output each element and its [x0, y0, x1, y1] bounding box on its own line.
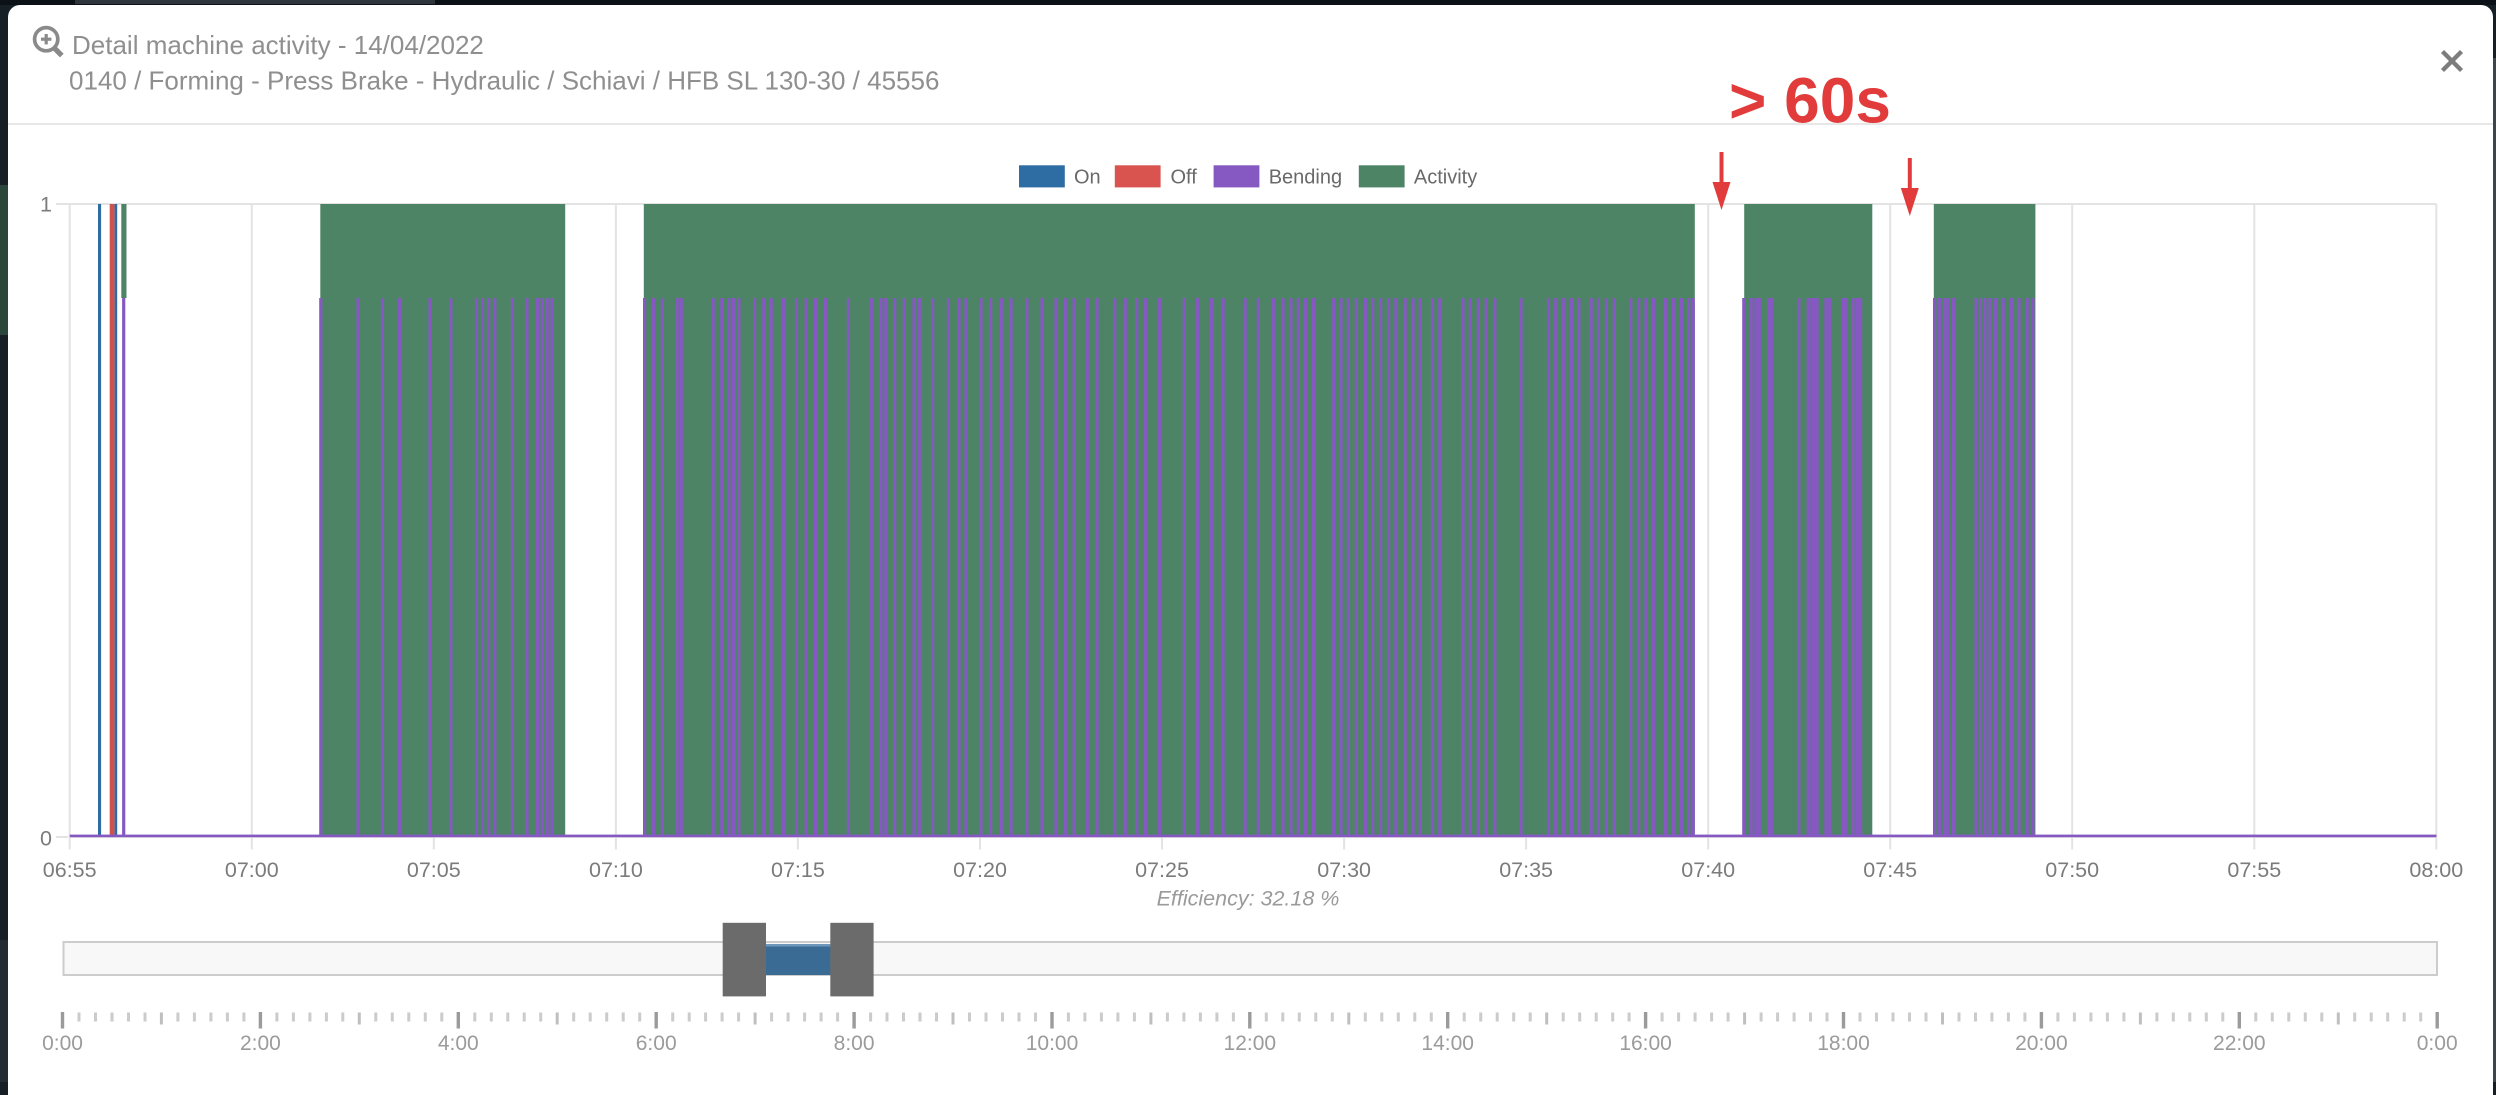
- svg-text:06:55: 06:55: [43, 858, 97, 882]
- svg-text:07:00: 07:00: [225, 858, 279, 882]
- svg-text:07:20: 07:20: [953, 858, 1007, 882]
- svg-text:07:55: 07:55: [2227, 858, 2281, 882]
- svg-text:22:00: 22:00: [2213, 1032, 2266, 1055]
- svg-text:6:00: 6:00: [636, 1032, 677, 1055]
- svg-text:18:00: 18:00: [1817, 1032, 1870, 1055]
- svg-text:07:05: 07:05: [407, 858, 461, 882]
- svg-text:1: 1: [40, 192, 52, 216]
- svg-text:0: 0: [40, 827, 52, 851]
- svg-text:07:50: 07:50: [2045, 858, 2099, 882]
- svg-text:07:45: 07:45: [1863, 858, 1917, 882]
- svg-text:07:35: 07:35: [1499, 858, 1553, 882]
- svg-text:Detail machine activity - 14/0: Detail machine activity - 14/04/2022: [72, 30, 484, 60]
- svg-text:08:00: 08:00: [2409, 858, 2463, 882]
- svg-text:10:00: 10:00: [1026, 1032, 1079, 1055]
- svg-text:8:00: 8:00: [834, 1032, 875, 1055]
- svg-text:> 60s: > 60s: [1729, 65, 1891, 137]
- svg-text:14:00: 14:00: [1421, 1032, 1474, 1055]
- svg-text:Efficiency: 32.18 %: Efficiency: 32.18 %: [1157, 887, 1340, 911]
- svg-text:07:10: 07:10: [589, 858, 643, 882]
- svg-text:Bending: Bending: [1269, 166, 1342, 188]
- svg-text:Off: Off: [1171, 166, 1198, 188]
- svg-text:07:30: 07:30: [1317, 858, 1371, 882]
- svg-text:12:00: 12:00: [1224, 1032, 1277, 1055]
- svg-text:07:15: 07:15: [771, 858, 825, 882]
- svg-text:0140 / Forming - Press Brake -: 0140 / Forming - Press Brake - Hydraulic…: [69, 66, 939, 96]
- svg-text:4:00: 4:00: [438, 1032, 479, 1055]
- svg-text:On: On: [1074, 166, 1101, 188]
- svg-text:16:00: 16:00: [1619, 1032, 1672, 1055]
- svg-text:07:40: 07:40: [1681, 858, 1735, 882]
- svg-text:0:00: 0:00: [2417, 1032, 2458, 1055]
- svg-text:2:00: 2:00: [240, 1032, 281, 1055]
- svg-text:07:25: 07:25: [1135, 858, 1189, 882]
- svg-text:20:00: 20:00: [2015, 1032, 2068, 1055]
- svg-text:Activity: Activity: [1414, 166, 1477, 188]
- svg-text:0:00: 0:00: [42, 1032, 83, 1055]
